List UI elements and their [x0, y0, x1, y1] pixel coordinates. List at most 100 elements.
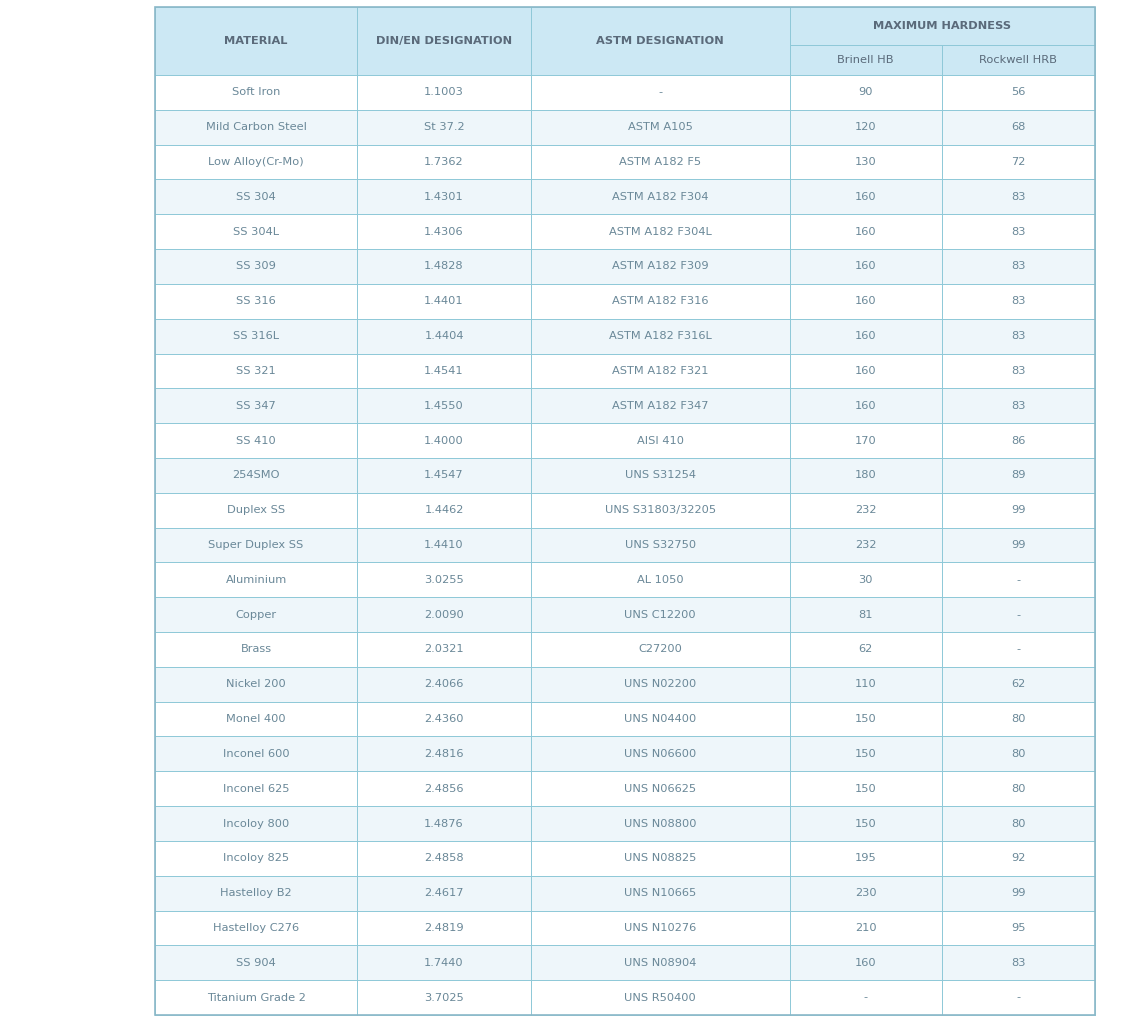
Text: 80: 80: [1012, 714, 1025, 724]
Text: 1.4404: 1.4404: [424, 331, 463, 341]
Bar: [789, 249, 942, 284]
Text: 150: 150: [855, 784, 876, 794]
Text: Hastelloy C276: Hastelloy C276: [213, 923, 299, 933]
Bar: [942, 632, 1095, 666]
Bar: [357, 75, 531, 109]
Bar: [531, 772, 789, 806]
Text: SS 410: SS 410: [236, 435, 276, 446]
Text: 2.4816: 2.4816: [424, 749, 463, 759]
Bar: [155, 493, 357, 527]
Text: 1.4000: 1.4000: [424, 435, 463, 446]
Bar: [942, 980, 1095, 1015]
Text: 150: 150: [855, 819, 876, 829]
Bar: [155, 145, 357, 180]
Text: Copper: Copper: [235, 610, 276, 619]
Bar: [531, 354, 789, 388]
Text: Incoloy 800: Incoloy 800: [223, 819, 289, 829]
Text: UNS N08800: UNS N08800: [624, 819, 696, 829]
Bar: [155, 215, 357, 249]
Text: 83: 83: [1012, 192, 1025, 202]
Bar: [789, 666, 942, 702]
Bar: [155, 632, 357, 666]
Bar: [789, 284, 942, 319]
Bar: [531, 702, 789, 737]
Bar: [942, 876, 1095, 911]
Text: 1.4462: 1.4462: [424, 505, 463, 515]
Bar: [155, 249, 357, 284]
Text: Brass: Brass: [241, 645, 272, 654]
Text: 180: 180: [855, 470, 876, 480]
Bar: [531, 215, 789, 249]
Bar: [789, 562, 942, 597]
Bar: [155, 945, 357, 980]
Text: 230: 230: [855, 888, 876, 898]
Text: 90: 90: [858, 88, 873, 97]
Text: Inconel 625: Inconel 625: [223, 784, 289, 794]
Bar: [942, 841, 1095, 876]
Text: 2.4066: 2.4066: [424, 680, 463, 689]
Bar: [942, 215, 1095, 249]
Text: 81: 81: [858, 610, 873, 619]
Bar: [155, 702, 357, 737]
Bar: [789, 737, 942, 772]
Bar: [789, 493, 942, 527]
Text: 83: 83: [1012, 366, 1025, 376]
Text: UNS N08825: UNS N08825: [624, 853, 696, 864]
Text: 95: 95: [1012, 923, 1025, 933]
Text: 1.4550: 1.4550: [424, 401, 463, 411]
Bar: [942, 666, 1095, 702]
Text: 160: 160: [855, 401, 876, 411]
Bar: [531, 249, 789, 284]
Text: 195: 195: [855, 853, 876, 864]
Text: UNS C12200: UNS C12200: [624, 610, 696, 619]
Text: SS 304L: SS 304L: [233, 227, 279, 237]
Bar: [155, 109, 357, 145]
Bar: [789, 876, 942, 911]
Bar: [357, 319, 531, 354]
Text: 1.4401: 1.4401: [424, 296, 463, 307]
Text: UNS N04400: UNS N04400: [624, 714, 696, 724]
Bar: [357, 145, 531, 180]
Text: SS 304: SS 304: [236, 192, 276, 202]
Bar: [531, 841, 789, 876]
Text: 2.4856: 2.4856: [424, 784, 463, 794]
Text: SS 316: SS 316: [236, 296, 276, 307]
Bar: [531, 145, 789, 180]
Text: 160: 160: [855, 262, 876, 272]
Bar: [155, 980, 357, 1015]
Bar: [155, 7, 357, 75]
Text: Nickel 200: Nickel 200: [226, 680, 286, 689]
Bar: [357, 597, 531, 632]
Bar: [357, 215, 531, 249]
Text: UNS R50400: UNS R50400: [624, 992, 696, 1003]
Text: 83: 83: [1012, 401, 1025, 411]
Bar: [942, 911, 1095, 945]
Bar: [155, 319, 357, 354]
Bar: [155, 666, 357, 702]
Text: 62: 62: [1012, 680, 1025, 689]
Bar: [357, 562, 531, 597]
Text: 160: 160: [855, 192, 876, 202]
Bar: [789, 319, 942, 354]
Bar: [789, 145, 942, 180]
Bar: [531, 632, 789, 666]
Bar: [942, 737, 1095, 772]
Bar: [789, 702, 942, 737]
Bar: [357, 493, 531, 527]
Bar: [531, 737, 789, 772]
Text: 232: 232: [855, 540, 876, 550]
Text: UNS N08904: UNS N08904: [624, 958, 696, 968]
Bar: [357, 911, 531, 945]
Text: 86: 86: [1012, 435, 1025, 446]
Text: 1.4301: 1.4301: [424, 192, 463, 202]
Bar: [531, 458, 789, 493]
Bar: [531, 180, 789, 215]
Bar: [155, 354, 357, 388]
Text: 68: 68: [1012, 123, 1025, 132]
Bar: [942, 109, 1095, 145]
Bar: [942, 945, 1095, 980]
Text: 2.0321: 2.0321: [424, 645, 463, 654]
Text: 80: 80: [1012, 784, 1025, 794]
Text: 1.7440: 1.7440: [424, 958, 463, 968]
Text: 56: 56: [1012, 88, 1025, 97]
